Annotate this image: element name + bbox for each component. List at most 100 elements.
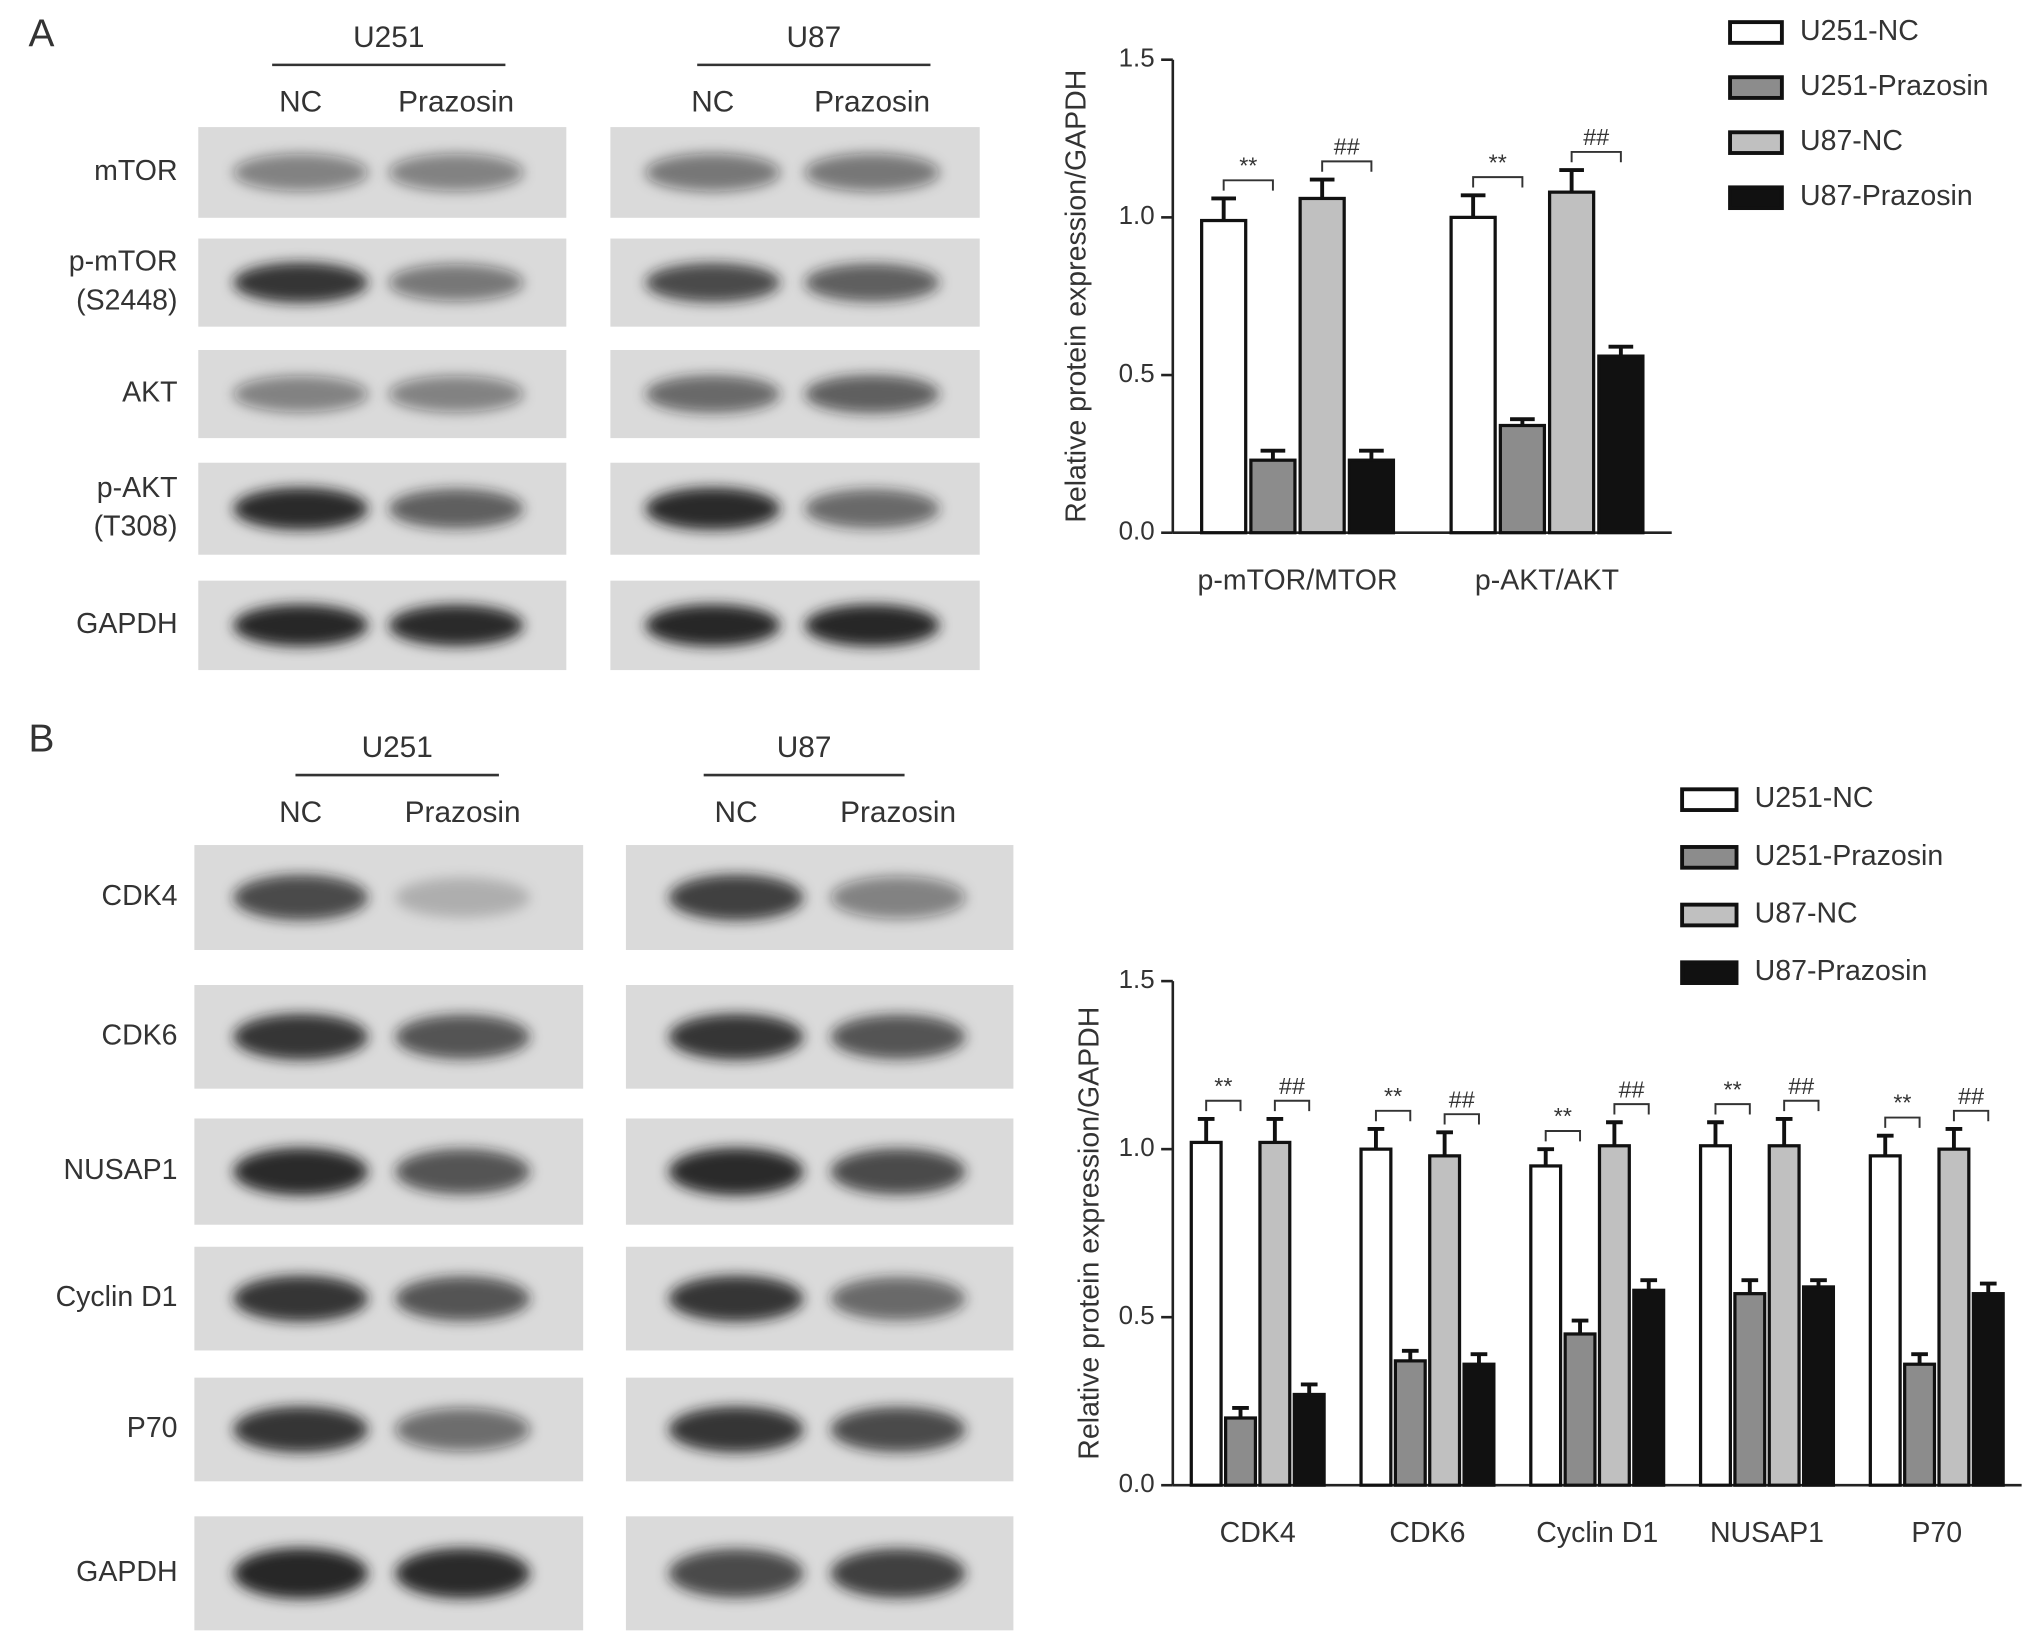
blot-band: [830, 1148, 966, 1195]
panel-letter: A: [29, 13, 55, 56]
significance-bracket: [1374, 1109, 1412, 1122]
bar: [1868, 1154, 1902, 1487]
y-tick-label: 0.0: [1119, 1470, 1155, 1498]
blot-band: [668, 1013, 804, 1060]
blot-band: [804, 153, 940, 192]
blot-band: [395, 1407, 531, 1452]
significance-label: **: [1489, 149, 1507, 175]
x-tick-label: p-mTOR/MTOR: [1198, 564, 1398, 596]
bar: [1249, 458, 1297, 535]
blot-band: [395, 1548, 531, 1599]
row-label: p-mTOR: [69, 246, 178, 278]
bar: [1937, 1147, 1971, 1487]
bar: [1903, 1362, 1937, 1487]
x-tick-label: CDK4: [1220, 1517, 1296, 1549]
blot-band: [645, 604, 781, 647]
legend-label: U251-Prazosin: [1800, 70, 1989, 102]
significance-bracket: [1205, 1099, 1242, 1112]
significance-bracket: [1443, 1113, 1480, 1125]
bar: [1258, 1140, 1292, 1487]
legend-label: U87-NC: [1755, 898, 1858, 930]
y-axis-title: Relative protein expression/GAPDH: [1061, 70, 1093, 523]
significance-label: ##: [1583, 124, 1609, 150]
row-label: NUSAP1: [63, 1154, 177, 1186]
significance-bracket: [1222, 179, 1274, 191]
y-tick-label: 0.5: [1119, 1302, 1155, 1330]
blot-band: [668, 1548, 804, 1598]
legend-swatch: [1728, 130, 1784, 155]
blot-band: [388, 604, 524, 647]
significance-label: **: [1893, 1090, 1911, 1116]
legend-swatch: [1728, 20, 1784, 45]
cell-line-label: U87: [777, 731, 832, 764]
bar: [1292, 1392, 1326, 1487]
legend-swatch: [1728, 185, 1784, 211]
significance-bracket: [1884, 1116, 1921, 1128]
x-tick-label: P70: [1911, 1517, 1962, 1549]
blot-band: [804, 263, 940, 302]
row-label: Cyclin D1: [56, 1281, 178, 1313]
y-tick-label: 1.0: [1119, 202, 1155, 230]
blot-band: [395, 1276, 531, 1321]
bar: [1462, 1362, 1496, 1487]
blot-band: [830, 1548, 966, 1599]
condition-label: Prazosin: [814, 86, 930, 119]
cell-line-label: U251: [362, 731, 433, 764]
significance-label: ##: [1958, 1083, 1984, 1109]
significance-label: **: [1384, 1083, 1402, 1109]
blot-band: [645, 262, 781, 303]
bar: [1632, 1288, 1666, 1487]
blot-band: [830, 1014, 966, 1060]
bar: [1298, 196, 1346, 535]
significance-bracket: [1273, 1099, 1311, 1112]
y-tick-label: 0.5: [1119, 360, 1155, 388]
significance-label: ##: [1788, 1073, 1814, 1099]
legend-swatch: [1680, 902, 1739, 928]
row-label: CDK6: [102, 1019, 178, 1051]
blot-band: [804, 489, 940, 529]
condition-label: NC: [715, 796, 758, 829]
blot-band: [668, 1275, 804, 1322]
blot-band: [645, 487, 781, 530]
blot-band: [233, 375, 369, 413]
bar: [1200, 218, 1248, 535]
bar: [1698, 1144, 1732, 1487]
row-label: AKT: [122, 377, 177, 409]
y-axis-title: Relative protein expression/GAPDH: [1074, 1007, 1106, 1460]
bar: [1597, 354, 1645, 535]
y-tick-label: 1.5: [1119, 966, 1155, 994]
blot-band: [804, 374, 940, 414]
legend-label: U87-Prazosin: [1755, 955, 1928, 987]
legend-swatch: [1680, 787, 1739, 812]
bar: [1597, 1144, 1631, 1487]
legend-label: U251-NC: [1755, 782, 1874, 814]
bar: [1563, 1332, 1597, 1487]
panel-letter: B: [29, 718, 55, 761]
blot-band: [668, 1406, 804, 1453]
x-tick-label: CDK6: [1389, 1517, 1465, 1549]
bar: [1801, 1285, 1836, 1487]
bar: [1359, 1147, 1393, 1487]
bar: [1498, 423, 1547, 535]
x-tick-label: p-AKT/AKT: [1475, 564, 1619, 596]
significance-bracket: [1472, 176, 1524, 188]
legend-label: U251-NC: [1800, 15, 1919, 47]
legend-swatch: [1728, 75, 1784, 100]
x-tick-label: Cyclin D1: [1536, 1517, 1658, 1549]
cell-line-label: U87: [787, 21, 842, 54]
y-tick-label: 0.0: [1119, 518, 1155, 546]
blot-band: [645, 153, 781, 192]
blot-band: [395, 1148, 531, 1195]
significance-label: ##: [1619, 1076, 1645, 1102]
row-label: p-AKT: [97, 472, 178, 504]
y-tick-label: 1.0: [1119, 1134, 1155, 1162]
significance-label: ##: [1334, 134, 1360, 160]
blot-band: [233, 874, 369, 921]
significance-bracket: [1544, 1130, 1582, 1142]
condition-label: NC: [691, 86, 734, 119]
blot-band: [830, 1276, 966, 1321]
bar: [1428, 1154, 1462, 1487]
significance-label: **: [1554, 1103, 1572, 1129]
significance-label: **: [1239, 153, 1257, 179]
